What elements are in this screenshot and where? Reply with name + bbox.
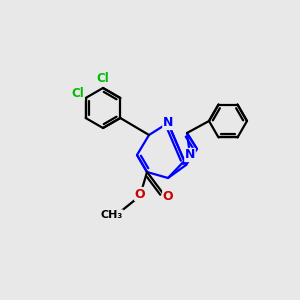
Text: O: O [135, 188, 145, 200]
Text: CH₃: CH₃ [101, 210, 123, 220]
Text: Cl: Cl [71, 87, 84, 100]
Text: N: N [163, 116, 173, 130]
Text: O: O [163, 190, 173, 202]
Text: N: N [185, 148, 195, 161]
Text: Cl: Cl [97, 73, 110, 85]
